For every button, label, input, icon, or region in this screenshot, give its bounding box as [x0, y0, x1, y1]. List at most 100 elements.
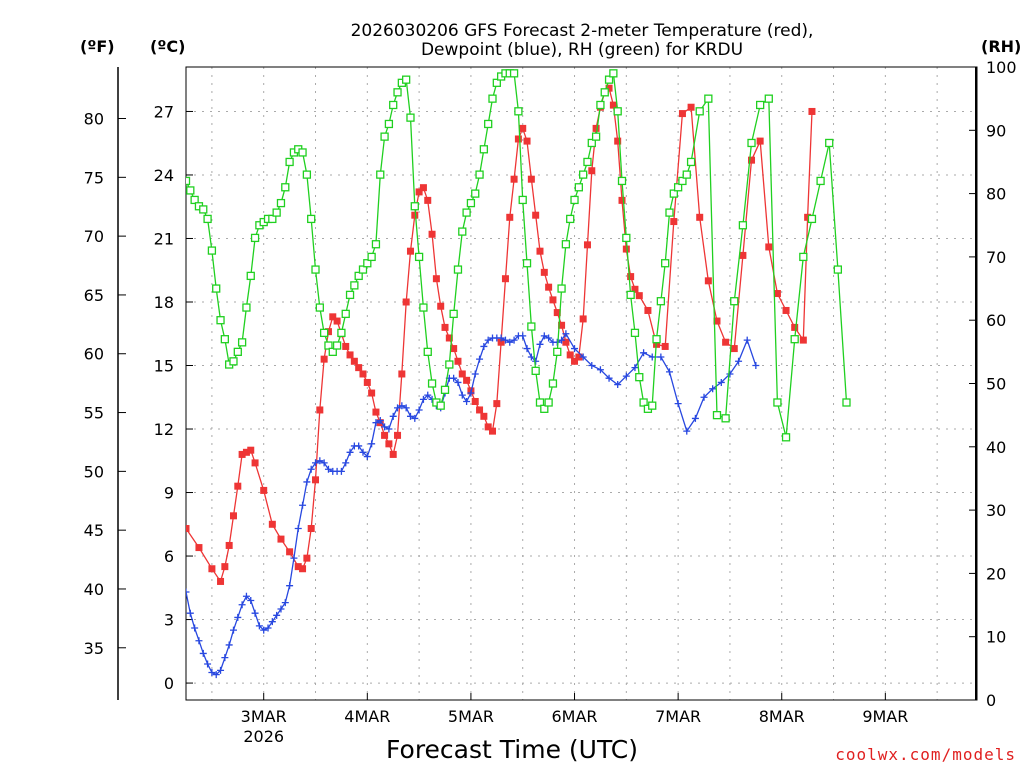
dewpoint-point: [281, 599, 289, 607]
rh-tick-label: 90: [986, 121, 1006, 140]
dewpoint-point: [579, 353, 587, 361]
rh-point: [186, 186, 195, 195]
rh-tick-label: 60: [986, 311, 1006, 330]
rh-point: [315, 303, 324, 312]
dewpoint-point: [463, 397, 471, 405]
dewpoint-point: [419, 395, 427, 403]
x-tick-label: 3MAR: [241, 707, 287, 726]
temperature-point: [316, 406, 324, 414]
dewpoint-point: [286, 582, 294, 590]
rh-line: [186, 71, 848, 438]
x-tick-label: 6MAR: [552, 707, 598, 726]
rh-point: [579, 170, 588, 179]
dewpoint-point: [389, 412, 397, 420]
rh-tick-label: 50: [986, 375, 1006, 394]
dewpoint-point: [406, 412, 414, 420]
rh-tick-label: 30: [986, 501, 1006, 520]
rh-point: [384, 119, 394, 129]
rh-point: [635, 373, 644, 382]
rh-point: [557, 284, 566, 293]
rh-point: [199, 205, 208, 214]
dewpoint-series: [186, 330, 760, 679]
rh-point: [799, 252, 808, 262]
rh-point: [272, 208, 281, 217]
dewpoint-point: [752, 362, 760, 370]
temperature-point: [514, 135, 522, 143]
temperature-point: [687, 103, 695, 111]
f-tick-label: 70: [84, 227, 104, 246]
dewpoint-point: [726, 370, 734, 378]
temperature-point: [558, 321, 566, 329]
dewpoint-point: [307, 465, 315, 473]
dewpoint-point: [359, 448, 367, 456]
temperature-point: [782, 306, 790, 314]
temperature-point: [605, 84, 613, 92]
dewpoint-point: [501, 336, 509, 344]
temperature-point: [355, 364, 363, 372]
temperature-point: [307, 525, 315, 533]
dewpoint-point: [372, 419, 380, 427]
dewpoint-point: [458, 391, 466, 399]
temperature-point: [730, 345, 738, 353]
temperature-point: [566, 351, 574, 359]
temperature-point: [549, 296, 557, 304]
temperature-point: [523, 137, 531, 145]
rh-point: [686, 157, 696, 167]
rh-point: [544, 398, 553, 407]
rh-tick-label: 10: [986, 628, 1006, 647]
dewpoint-point: [385, 425, 393, 433]
rh-point: [661, 259, 670, 268]
rh-point: [656, 297, 666, 306]
dewpoint-point: [381, 423, 389, 431]
temperature-point: [385, 440, 393, 448]
rh-point: [419, 303, 428, 312]
temperature-point: [419, 184, 427, 192]
f-tick-label: 45: [84, 521, 104, 540]
rh-point: [427, 379, 437, 388]
temperature-point: [402, 298, 410, 306]
temperature-point: [618, 196, 626, 204]
temperature-point: [480, 412, 488, 420]
temperature-point: [627, 273, 635, 281]
temperature-series: [186, 84, 816, 585]
rh-point: [488, 94, 497, 103]
temperature-point: [484, 423, 492, 431]
dewpoint-point: [450, 374, 458, 382]
c-tick-label: 15: [154, 357, 174, 376]
x-tick-label: 4MAR: [344, 707, 390, 726]
dewpoint-point: [717, 378, 725, 386]
rh-point: [453, 265, 463, 274]
celsius-unit-label: (ºC): [150, 37, 185, 56]
dewpoint-point: [605, 374, 613, 382]
rh-point: [566, 214, 575, 224]
dewpoint-point: [510, 336, 518, 344]
temperature-point: [463, 376, 471, 384]
temperature-point: [217, 577, 225, 585]
dewpoint-point: [376, 417, 384, 425]
temperature-point: [359, 370, 367, 378]
c-tick-label: 0: [164, 674, 174, 693]
x-tick-label: 7MAR: [655, 707, 701, 726]
temperature-point: [441, 323, 449, 331]
dewpoint-point: [264, 624, 272, 632]
rh-point: [553, 347, 562, 357]
rh-point: [833, 265, 843, 274]
rh-tick-label: 0: [986, 691, 996, 710]
temperature-point: [186, 525, 190, 533]
rh-point: [492, 78, 501, 87]
rh-point: [535, 398, 545, 407]
dewpoint-point: [337, 467, 345, 475]
dewpoint-point: [735, 357, 743, 365]
dewpoint-point: [260, 626, 268, 634]
dewpoint-point: [691, 414, 699, 422]
rh-point: [402, 75, 411, 84]
rh-point: [380, 132, 389, 141]
rh-point: [462, 208, 471, 217]
dewpoint-point: [480, 342, 488, 350]
dewpoint-point: [743, 336, 751, 344]
temperature-point: [234, 482, 242, 490]
temperature-point: [497, 338, 505, 346]
dewpoint-point: [208, 668, 216, 676]
temperature-point: [748, 156, 756, 164]
dewpoint-point: [342, 459, 350, 467]
